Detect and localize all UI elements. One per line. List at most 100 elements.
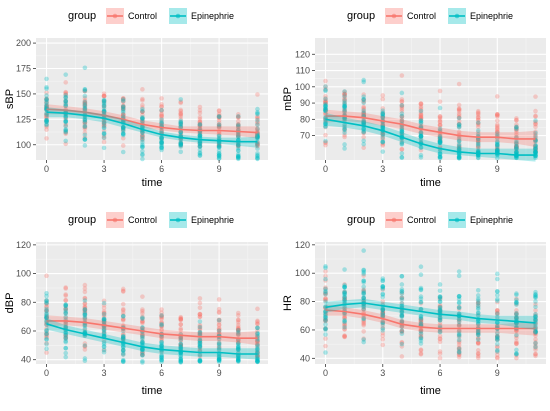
data-point [63, 119, 69, 125]
data-point [361, 105, 366, 111]
data-point [140, 142, 145, 147]
data-point [140, 307, 145, 312]
data-point [342, 146, 347, 151]
legend-label: Epinephrie [470, 215, 513, 225]
data-point [456, 138, 462, 144]
data-point [255, 122, 260, 127]
data-point [197, 122, 203, 128]
data-point [197, 133, 203, 138]
data-point [44, 100, 49, 106]
data-point [495, 292, 500, 298]
data-point [120, 318, 126, 323]
data-point [342, 267, 347, 272]
data-point [437, 294, 443, 300]
data-point [514, 300, 519, 306]
data-point [216, 330, 222, 336]
data-point [197, 311, 203, 317]
y-tick-label: 60 [300, 325, 310, 335]
data-point [255, 345, 260, 350]
data-point [323, 84, 328, 89]
data-point [216, 340, 222, 346]
data-point [255, 330, 260, 336]
data-point [418, 317, 424, 323]
data-point [323, 108, 328, 113]
data-point [437, 135, 443, 141]
data-point [63, 339, 69, 345]
legend-key-dot [391, 13, 397, 19]
data-point [101, 108, 107, 114]
legend-key: Epinephrie [448, 8, 513, 24]
data-point [101, 314, 107, 320]
data-point [456, 108, 462, 114]
data-point [44, 312, 49, 317]
data-point [361, 336, 366, 342]
data-point [140, 98, 145, 103]
data-point [456, 347, 462, 353]
data-point [255, 359, 260, 364]
data-point [82, 122, 88, 128]
data-point [399, 99, 405, 105]
data-point [323, 86, 328, 92]
data-point [44, 331, 49, 336]
x-tick-label: 0 [44, 368, 49, 378]
data-point [456, 144, 462, 150]
data-point [101, 108, 107, 114]
data-point [101, 318, 107, 324]
data-point [140, 311, 145, 316]
data-point [44, 118, 49, 123]
data-point [456, 81, 462, 87]
data-point [140, 106, 145, 112]
data-point [255, 338, 260, 344]
data-point [44, 86, 49, 92]
data-point [533, 145, 538, 151]
data-point [342, 99, 347, 105]
data-point [82, 322, 88, 328]
data-point [533, 114, 538, 119]
data-point [361, 304, 366, 310]
data-point [456, 146, 462, 152]
data-point [323, 96, 328, 101]
data-point [159, 312, 164, 318]
data-point [197, 133, 203, 138]
data-point [235, 345, 241, 351]
data-point [342, 108, 347, 114]
data-point [475, 303, 481, 309]
data-point [323, 298, 328, 303]
data-point [456, 352, 462, 357]
data-point [380, 320, 386, 326]
data-point [342, 319, 347, 325]
data-point [63, 298, 69, 303]
data-point [361, 98, 366, 104]
data-point [380, 106, 386, 111]
data-point [159, 107, 164, 113]
data-point [216, 153, 222, 158]
data-point [533, 146, 538, 152]
data-point [495, 148, 500, 153]
data-point [418, 101, 424, 107]
data-point [216, 355, 222, 360]
data-point [418, 116, 424, 122]
data-point [437, 304, 443, 310]
x-tick-label: 9 [217, 368, 222, 378]
data-point [44, 300, 49, 306]
data-point [361, 321, 366, 327]
y-tick-label: 100 [295, 82, 310, 92]
data-point [82, 135, 88, 140]
data-point [101, 99, 107, 104]
data-point [456, 142, 462, 148]
data-point [140, 134, 145, 139]
data-point [255, 156, 260, 162]
data-point [361, 248, 366, 253]
data-point [120, 108, 126, 114]
data-point [399, 328, 405, 334]
data-point [361, 306, 366, 312]
data-point [159, 314, 164, 319]
data-point [437, 115, 443, 121]
data-point [342, 95, 347, 101]
data-point [533, 148, 538, 154]
data-point [323, 99, 328, 105]
confidence-band-epinephrie [46, 318, 258, 360]
data-point [159, 357, 164, 363]
